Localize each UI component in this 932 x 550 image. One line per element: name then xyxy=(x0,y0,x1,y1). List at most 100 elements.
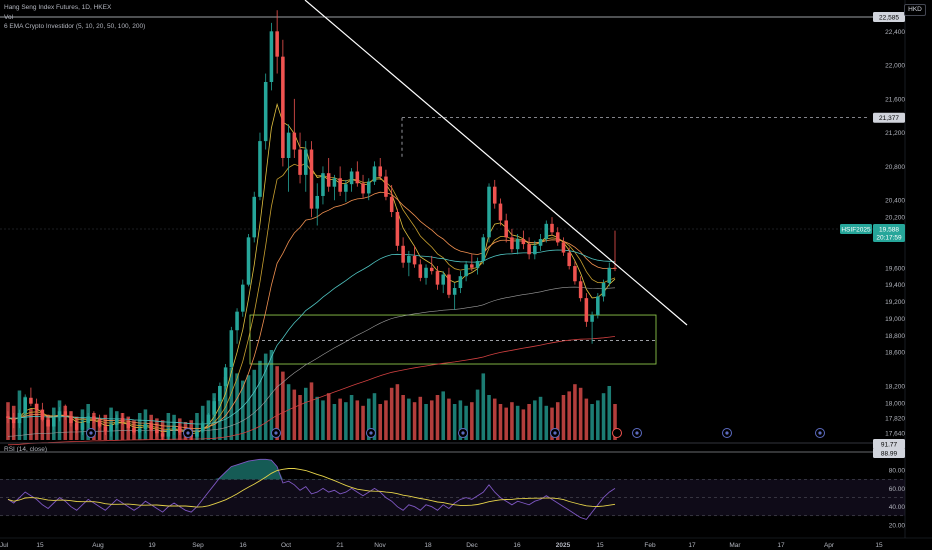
candle-body xyxy=(481,237,486,261)
volume-bar xyxy=(252,369,257,440)
candle-body xyxy=(492,186,497,204)
candle-body xyxy=(281,56,285,158)
candle-body xyxy=(143,423,148,430)
time-tick-label: Sep xyxy=(192,542,204,549)
candle-body xyxy=(412,255,417,265)
candle-body xyxy=(57,411,62,418)
trendline xyxy=(304,0,688,326)
candle-body xyxy=(613,267,617,269)
volume-bar xyxy=(447,398,451,440)
volume-bar xyxy=(492,398,497,440)
volume-bar xyxy=(573,384,577,440)
volume-bar xyxy=(596,400,600,440)
candle-body xyxy=(292,132,297,150)
volume-bar xyxy=(366,398,371,440)
symbol-label-bg xyxy=(840,224,872,234)
candle-body xyxy=(435,271,440,285)
event-markers xyxy=(86,428,825,438)
volume-bar xyxy=(401,395,405,440)
volume-bar xyxy=(246,375,251,440)
resistance-label-bg xyxy=(873,112,905,123)
candle-body xyxy=(298,149,302,175)
price-tick-label: 19,400 xyxy=(885,282,905,289)
rsi-legend[interactable]: RSI (14, close) xyxy=(4,446,47,453)
volume-bar xyxy=(407,398,411,440)
resistance-label: 21,377 xyxy=(879,115,899,122)
volume-bar xyxy=(275,366,279,440)
volume-bar xyxy=(315,396,320,440)
candle-body xyxy=(584,298,589,322)
candle-body xyxy=(596,296,600,316)
candle-body xyxy=(46,419,50,427)
price-tick-label: 19,600 xyxy=(885,265,905,272)
candle-body xyxy=(74,423,79,430)
candle-body xyxy=(86,416,90,424)
volume-bar xyxy=(435,395,440,440)
price-tick-label: 18,000 xyxy=(885,400,905,407)
volume-bar xyxy=(326,393,331,440)
candle-body xyxy=(97,420,102,427)
volume-bar xyxy=(538,396,543,440)
candle-body xyxy=(235,311,239,331)
candle-body xyxy=(447,274,451,295)
volume-bar xyxy=(195,413,199,440)
candle-body xyxy=(115,418,119,425)
volume-bar xyxy=(561,395,566,440)
volume-bar xyxy=(372,393,377,440)
volume-bar xyxy=(555,402,560,440)
volume-bar xyxy=(218,386,222,440)
volume-bar xyxy=(241,380,245,440)
time-tick-label: 2025 xyxy=(556,542,571,549)
volume-bar xyxy=(281,371,285,440)
ema-100-line xyxy=(7,286,616,437)
volume-bar xyxy=(464,405,468,440)
volume-bar xyxy=(515,405,520,440)
volume-bar xyxy=(321,400,325,440)
volume-bar xyxy=(504,407,508,440)
volume-bar xyxy=(292,389,297,440)
volume-bar xyxy=(349,395,354,440)
candle-body xyxy=(538,239,543,246)
candle-body xyxy=(160,433,165,437)
candle-body xyxy=(521,239,526,245)
candle-body xyxy=(263,81,268,142)
price-tick-label: 19,000 xyxy=(885,316,905,323)
volume-bar xyxy=(533,400,537,440)
vol-legend[interactable]: Vol xyxy=(4,14,14,21)
time-tick-label: 15 xyxy=(596,542,604,549)
candle-body xyxy=(241,284,245,312)
volume-bar xyxy=(452,404,457,440)
volume-bar xyxy=(607,386,612,440)
candle-body xyxy=(206,414,211,424)
candle-body xyxy=(384,176,388,197)
event-icon-dot xyxy=(369,431,373,435)
candle-body xyxy=(573,266,577,282)
candle-body xyxy=(349,171,354,185)
time-tick-label: 16 xyxy=(239,542,247,549)
event-icon-dot xyxy=(818,431,822,435)
candle-body xyxy=(487,186,491,238)
volume-bar xyxy=(344,402,348,440)
time-tick-label: Aug xyxy=(92,542,104,549)
event-icon-dot xyxy=(274,431,278,435)
candle-body xyxy=(29,397,33,404)
time-tick-label: Mar xyxy=(729,542,741,549)
volume-bar xyxy=(92,413,96,440)
ema-legend[interactable]: 6 EMA Crypto Investidor (5, 10, 20, 50, … xyxy=(4,23,146,30)
rsi-tick-label: 80.00 xyxy=(889,468,906,475)
volume-bar xyxy=(269,350,274,440)
currency-button[interactable]: HKD xyxy=(904,4,926,16)
candle-body xyxy=(567,252,571,267)
time-tick-label: 17 xyxy=(777,542,785,549)
volume-bar xyxy=(120,413,125,440)
candle-body xyxy=(149,423,153,430)
volume-bar xyxy=(223,377,228,440)
rsi-tick-label: 20.00 xyxy=(889,522,906,529)
volume-bar xyxy=(63,405,68,440)
candle-body xyxy=(40,409,45,420)
time-tick-label: Dec xyxy=(466,542,478,549)
volume-bar xyxy=(481,373,486,440)
candle-body xyxy=(601,282,606,297)
